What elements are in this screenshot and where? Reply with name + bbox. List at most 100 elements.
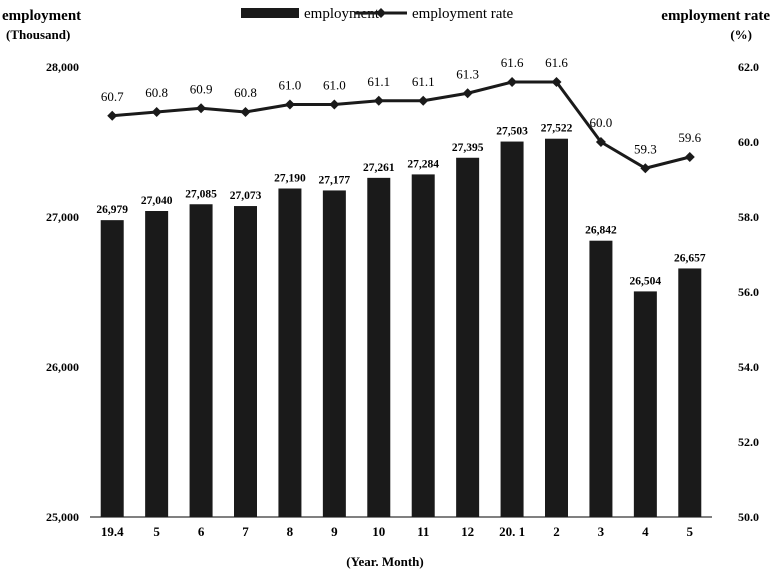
employment-bar <box>145 211 169 517</box>
rate-point-label: 61.6 <box>501 55 524 70</box>
bar-value-labels: 26,979 27,040 27,085 27,073 27,190 27,177 27,2… <box>96 123 705 288</box>
rate-point-label: 60.8 <box>145 85 168 100</box>
x-tick-label: 4 <box>642 524 649 539</box>
rate-point-label: 61.3 <box>456 66 479 81</box>
rate-point <box>196 103 207 114</box>
x-tick-label: 11 <box>417 524 429 539</box>
left-axis: 25,000 26,000 27,000 28,000 <box>46 60 79 524</box>
rate-point-label: 61.1 <box>412 74 435 89</box>
rate-point <box>418 95 429 106</box>
employment-bar <box>456 157 480 517</box>
x-tick-label: 6 <box>198 524 205 539</box>
right-tick-label: 52.0 <box>738 435 759 449</box>
right-axis: 50.0 52.0 54.0 56.0 58.0 60.0 62.0 <box>738 60 759 524</box>
employment-bar <box>278 188 302 517</box>
rate-point <box>373 95 384 106</box>
employment-bar-label: 27,190 <box>274 173 306 185</box>
legend-bar-swatch <box>241 8 299 18</box>
rate-point-label: 60.7 <box>101 89 124 104</box>
right-axis-title-line1: employment rate <box>661 8 770 24</box>
x-tick-label: 5 <box>687 524 694 539</box>
x-tick-label: 8 <box>287 524 294 539</box>
employment-bar-label: 27,040 <box>141 195 173 207</box>
employment-bar <box>189 204 213 517</box>
rate-point <box>329 99 340 110</box>
employment-bar <box>100 220 124 517</box>
employment-bar-label: 26,657 <box>674 252 706 264</box>
rate-point <box>240 107 251 117</box>
x-axis-tick-labels: 19.4 5 6 7 8 9 10 11 12 20. 1 2 3 4 5 <box>101 524 694 539</box>
rate-point-label: 60.0 <box>590 115 613 130</box>
rate-point <box>151 107 162 117</box>
employment-bar <box>234 206 257 518</box>
rate-line <box>112 80 691 170</box>
left-tick-label: 26,000 <box>46 360 79 374</box>
employment-bar <box>322 190 346 517</box>
rate-point <box>107 110 118 121</box>
x-tick-label: 3 <box>598 524 605 539</box>
legend-line-marker <box>376 8 386 18</box>
rate-line-series <box>107 77 695 174</box>
legend-line-label: employment rate <box>412 6 514 22</box>
left-axis-title-line1: employment <box>2 8 81 24</box>
employment-bar-label: 27,503 <box>496 126 528 138</box>
rate-point <box>462 88 473 99</box>
employment-bar <box>589 240 613 517</box>
employment-bar-label: 27,522 <box>541 123 573 135</box>
rate-point-label: 59.6 <box>678 130 701 145</box>
rate-point <box>284 99 295 110</box>
x-tick-label: 20. 1 <box>499 524 525 539</box>
rate-point-label: 61.0 <box>323 78 346 93</box>
rate-point <box>684 152 695 162</box>
employment-bar-label: 27,261 <box>363 162 395 174</box>
rate-point <box>595 137 606 147</box>
rate-value-labels: 60.7 60.8 60.9 60.8 61.0 61.0 61.1 61.1 61.3 61.6… <box>101 55 702 156</box>
legend: employment employment rate <box>241 6 514 22</box>
bars <box>100 138 702 518</box>
rate-point <box>507 77 518 87</box>
x-tick-label: 2 <box>553 524 560 539</box>
employment-bar-label: 27,177 <box>319 174 351 186</box>
rate-point-label: 61.0 <box>279 78 302 93</box>
employment-bar <box>411 174 435 517</box>
x-tick-label: 10 <box>372 524 385 539</box>
x-tick-label: 7 <box>242 524 249 539</box>
left-axis-title-line2: (Thousand) <box>6 27 70 42</box>
rate-point-label: 61.1 <box>367 74 390 89</box>
employment-bar <box>500 141 524 518</box>
employment-bar <box>367 177 391 517</box>
x-tick-label: 9 <box>331 524 338 539</box>
employment-bar-label: 26,504 <box>630 275 662 287</box>
employment-bar-label: 27,085 <box>185 188 217 200</box>
employment-bar-label: 27,395 <box>452 142 484 154</box>
right-axis-title-line2: (%) <box>730 27 752 42</box>
x-tick-label: 5 <box>153 524 160 539</box>
x-tick-label: 19.4 <box>101 524 124 539</box>
right-tick-label: 58.0 <box>738 210 759 224</box>
left-tick-label: 27,000 <box>46 210 79 224</box>
employment-bar-label: 27,284 <box>407 158 439 170</box>
right-tick-label: 60.0 <box>738 135 759 149</box>
left-tick-label: 28,000 <box>46 60 79 74</box>
rate-point <box>640 163 651 174</box>
employment-bar-label: 27,073 <box>230 190 262 202</box>
rate-point <box>551 77 562 87</box>
legend-bar-label: employment <box>304 6 380 22</box>
right-tick-label: 54.0 <box>738 360 759 374</box>
right-tick-label: 50.0 <box>738 510 759 524</box>
employment-bar-label: 26,842 <box>585 225 617 237</box>
x-axis-title: (Year. Month) <box>346 554 424 569</box>
employment-bar <box>545 138 568 517</box>
left-tick-label: 25,000 <box>46 510 79 524</box>
right-tick-label: 62.0 <box>738 60 759 74</box>
rate-point-label: 60.8 <box>234 85 257 100</box>
employment-bar <box>633 291 657 517</box>
employment-bar-label: 26,979 <box>96 204 128 216</box>
rate-point-label: 61.6 <box>545 55 568 70</box>
right-tick-label: 56.0 <box>738 285 759 299</box>
rate-point-label: 60.9 <box>190 81 213 96</box>
employment-bar <box>678 268 702 517</box>
rate-point-label: 59.3 <box>634 141 657 156</box>
x-tick-label: 12 <box>461 524 474 539</box>
